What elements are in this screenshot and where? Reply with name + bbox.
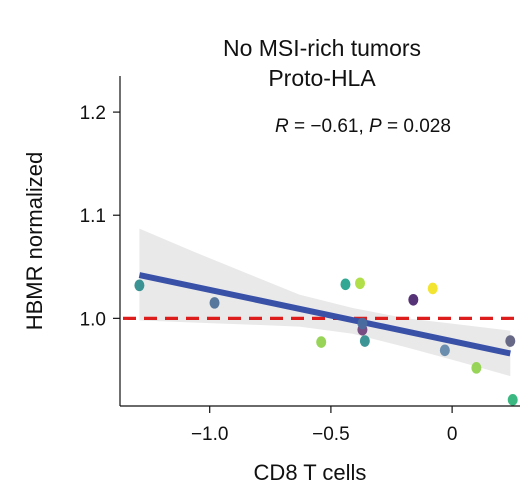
x-axis-label: CD8 T cells — [254, 460, 367, 485]
data-point-7 — [357, 317, 368, 330]
confidence-band-layer — [139, 228, 511, 377]
x-ticks: −1.0 −0.5 0 — [191, 406, 457, 445]
data-point-2 — [209, 297, 220, 309]
chart-title-line-1: No MSI-rich tumors — [223, 35, 421, 61]
r-value-text: = −0.61, — [289, 116, 369, 137]
y-tick-label: 1.0 — [80, 309, 106, 330]
r-symbol: R — [275, 116, 289, 137]
data-points-layer — [134, 277, 518, 406]
data-point-9 — [408, 293, 419, 306]
data-point-11 — [439, 344, 450, 357]
data-point-1 — [134, 279, 145, 292]
x-tick-label: 0 — [447, 424, 458, 445]
data-point-5 — [355, 277, 365, 290]
data-point-10 — [427, 282, 438, 295]
y-axis-label: HBMR normalized — [22, 152, 47, 331]
regression-line — [138, 272, 511, 357]
data-point-13 — [505, 335, 516, 347]
data-point-8 — [359, 335, 370, 347]
p-value-text: = 0.028 — [382, 116, 451, 137]
x-tick-label: −1.0 — [191, 424, 229, 445]
regression-line-layer — [138, 272, 511, 357]
confidence-band — [139, 228, 511, 377]
data-point-4 — [340, 278, 351, 291]
stats-annotation: R = −0.61, P = 0.028 — [275, 116, 451, 137]
data-point-14 — [507, 394, 518, 406]
chart-title-line-2: Proto-HLA — [268, 65, 376, 91]
data-point-12 — [471, 362, 482, 374]
y-tick-label: 1.1 — [80, 206, 106, 227]
x-tick-label: −0.5 — [312, 424, 350, 445]
p-symbol: P — [369, 116, 382, 137]
y-tick-label: 1.2 — [80, 103, 106, 124]
y-ticks: 1.0 1.1 1.2 — [80, 103, 120, 330]
data-point-3 — [316, 336, 327, 348]
